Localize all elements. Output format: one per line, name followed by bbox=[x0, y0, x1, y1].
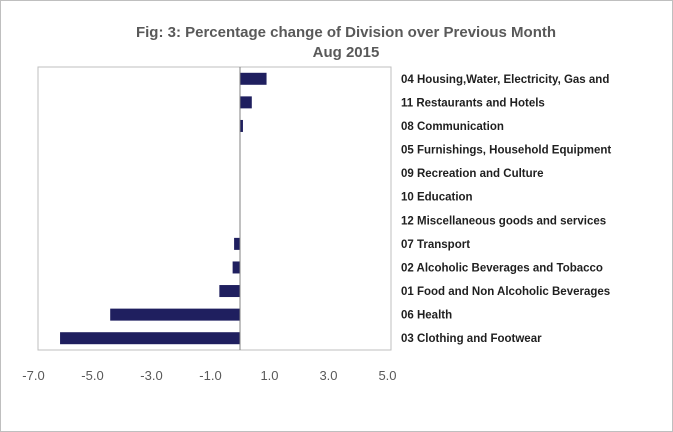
category-label: 10 Education bbox=[401, 192, 473, 204]
bar-12 bbox=[60, 332, 240, 345]
category-label: 07 Transport bbox=[401, 239, 470, 251]
x-tick-label: 3.0 bbox=[319, 368, 337, 383]
category-label: 11 Restaurants and Hotels bbox=[401, 97, 545, 109]
bar-1 bbox=[240, 72, 267, 85]
bar-11 bbox=[110, 308, 240, 321]
bar-2 bbox=[240, 96, 252, 109]
x-tick-label: -1.0 bbox=[199, 368, 221, 383]
x-tick-label: -3.0 bbox=[140, 368, 162, 383]
category-label: 09 Recreation and Culture bbox=[401, 168, 544, 180]
x-tick-label: -5.0 bbox=[81, 368, 103, 383]
x-tick-label: 5.0 bbox=[378, 368, 396, 383]
chart-subtitle: Aug 2015 bbox=[313, 44, 380, 61]
x-tick-label: 1.0 bbox=[260, 368, 278, 383]
bars-group bbox=[60, 72, 267, 345]
x-tick-labels: -7.0 -5.0 -3.0 -1.0 1.0 3.0 5.0 bbox=[22, 368, 396, 383]
category-label: 06 Health bbox=[401, 310, 452, 322]
category-label: 08 Communication bbox=[401, 121, 504, 133]
x-tick-label: -7.0 bbox=[22, 368, 44, 383]
category-label: 01 Food and Non Alcoholic Beverages bbox=[401, 286, 610, 298]
category-label: 04 Housing,Water, Electricity, Gas and bbox=[401, 74, 609, 86]
bar-9 bbox=[232, 261, 240, 274]
plot-area bbox=[37, 66, 392, 351]
category-label: 03 Clothing and Footwear bbox=[401, 333, 542, 345]
category-label: 05 Furnishings, Household Equipment bbox=[401, 145, 611, 157]
category-labels: 04 Housing,Water, Electricity, Gas and 11… bbox=[401, 74, 611, 345]
category-label: 02 Alcoholic Beverages and Tobacco bbox=[401, 262, 603, 274]
category-label: 12 Miscellaneous goods and services bbox=[401, 215, 606, 227]
bar-8 bbox=[234, 237, 240, 250]
chart-title: Fig: 3: Percentage change of Division ov… bbox=[136, 24, 556, 41]
bar-3 bbox=[240, 119, 243, 132]
bar-10 bbox=[219, 285, 240, 298]
